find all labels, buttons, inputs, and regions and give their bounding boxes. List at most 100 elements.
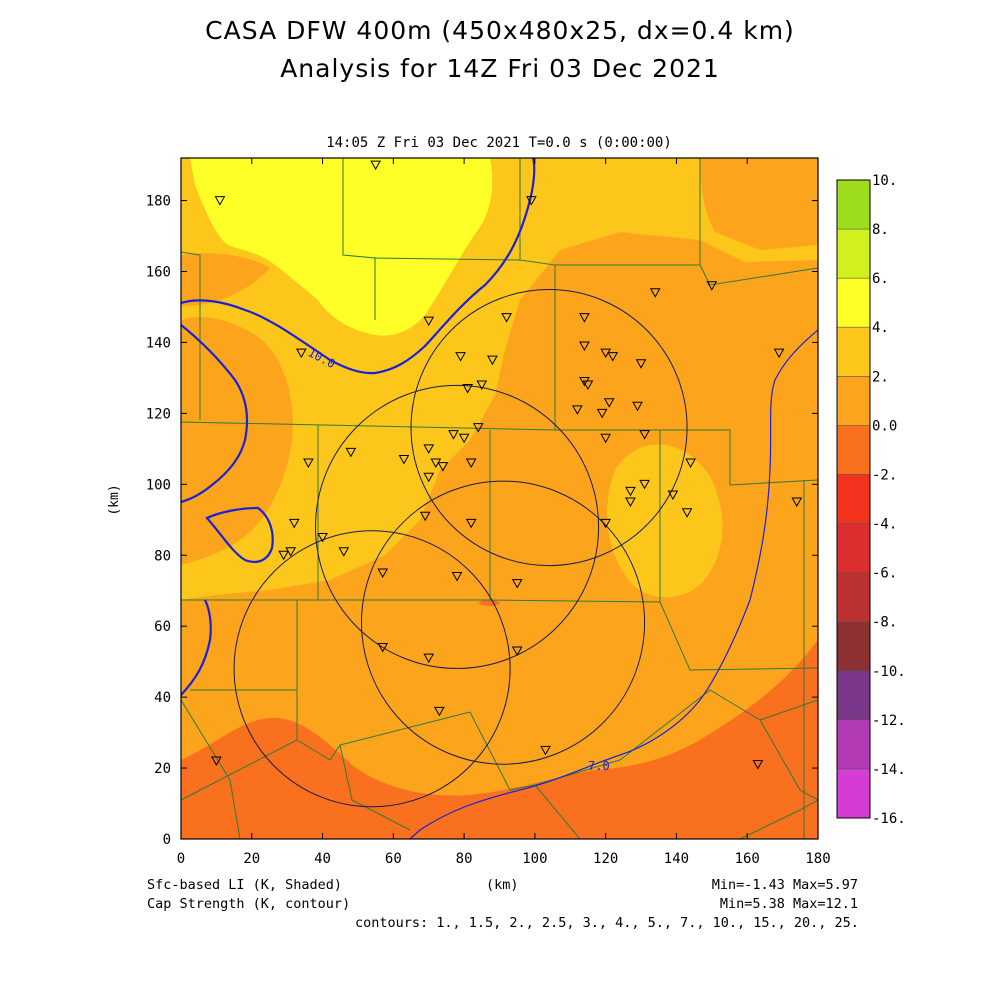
plot-axes: 0 20 40 60 80 100 120 140 160 180 0 20 40 60 80 100 120 1…: [107, 158, 831, 867]
county-boundaries: [181, 158, 818, 839]
station-marker: [285, 547, 297, 557]
radar-ring-2: [314, 384, 600, 669]
station-marker: [791, 497, 803, 508]
station-marker: [423, 444, 435, 454]
station-marker: [600, 518, 612, 529]
colorbar-segment: [837, 572, 870, 623]
contour-label-7: 7.0: [588, 759, 610, 773]
station-marker: [433, 706, 445, 717]
colorbar-label: 8.: [872, 222, 889, 238]
station-marker: [455, 352, 466, 362]
map-plot-area: 10.0 7.0: [181, 158, 818, 839]
colorbar-segment: [837, 719, 870, 770]
station-marker: [681, 508, 693, 518]
station-marker: [511, 646, 523, 657]
station-marker: [476, 380, 488, 391]
station-marker: [607, 352, 619, 362]
station-marker: [211, 756, 222, 766]
y-tick-label: 120: [146, 406, 171, 422]
station-marker: [458, 433, 470, 444]
station-marker: [706, 281, 718, 291]
radar-range-rings: [233, 289, 688, 808]
colorbar-segment: [837, 523, 870, 574]
x-axis-unit: (km): [486, 877, 519, 893]
contour-field-label: Cap Strength (K, contour): [147, 896, 351, 912]
colorbar-label: 2.: [872, 369, 889, 385]
x-tick-label: 20: [243, 851, 260, 867]
contour-levels: contours: 1., 1.5, 2., 2.5, 3., 4., 5., …: [355, 915, 859, 931]
station-marker: [582, 380, 594, 391]
station-marker: [625, 497, 636, 508]
li-shade-neg2-0: [181, 640, 818, 839]
station-marker: [685, 458, 696, 469]
station-marker: [625, 486, 636, 497]
station-marker: [419, 511, 431, 522]
colorbar-label: 0.0: [872, 418, 897, 434]
shaded-minmax: Min=-1.43 Max=5.97: [711, 877, 858, 893]
station-marker: [370, 160, 381, 171]
colorbar-label: -2.: [872, 467, 897, 483]
cap-strength-contours: [181, 158, 818, 839]
colorbar-segment: [837, 327, 870, 377]
colorbar-frame: [836, 179, 871, 819]
station-marker: [465, 518, 477, 529]
station-marker: [632, 401, 643, 412]
li-shade-4-6: [190, 158, 493, 336]
contour-10-west: [181, 324, 249, 504]
station-marker: [572, 405, 583, 415]
colorbar-label: -12.: [872, 713, 906, 729]
y-tick-label: 0: [163, 832, 171, 848]
y-tick-label: 180: [146, 194, 171, 210]
station-marker: [345, 447, 357, 458]
station-marker: [501, 313, 512, 323]
station-marker: [295, 348, 307, 359]
li-shade-0-2-north-patch: [181, 253, 270, 306]
plot-frame: [180, 157, 819, 840]
station-marker: [377, 642, 389, 653]
station-marker: [423, 653, 435, 664]
station-marker: [214, 196, 226, 206]
li-shade-2-4-east: [607, 444, 723, 598]
contour-10-south: [181, 599, 212, 696]
colorbar-segment: [837, 180, 870, 230]
colorbar-segment: [837, 425, 870, 475]
station-marker: [667, 490, 679, 500]
colorbar-segment: [837, 376, 870, 426]
station-marker: [451, 572, 463, 582]
station-marker: [303, 458, 314, 469]
x-tick-label: 160: [735, 851, 760, 867]
station-marker: [752, 760, 764, 770]
y-tick-label: 160: [146, 265, 171, 281]
x-tick-label: 80: [456, 851, 473, 867]
station-marker: [472, 423, 484, 433]
li-shade-0-2-west-patch: [181, 317, 293, 565]
colorbar-label: -8.: [872, 615, 897, 631]
station-marker: [437, 462, 449, 472]
station-marker: [288, 518, 300, 529]
station-marker: [525, 196, 537, 206]
colorbar-label: 6.: [872, 271, 889, 287]
x-tick-label: 180: [805, 851, 830, 867]
radar-ring-3: [360, 480, 646, 765]
station-marker: [338, 547, 350, 557]
station-marker: [377, 568, 389, 579]
station-marker: [600, 348, 612, 359]
station-marker: [487, 355, 498, 366]
y-tick-label: 140: [146, 335, 171, 351]
colorbar-segment: [837, 670, 870, 721]
li-shade-0-2-northeast-patch: [700, 158, 818, 250]
station-marker: [579, 313, 590, 323]
station-marker: [635, 359, 647, 369]
station-marker: [773, 348, 785, 359]
colorbar: 10. 8. 6. 4. 2. 0.0 -2. -4. -6. -8. -10. -12. -14. -1…: [836, 173, 906, 827]
colorbar-segment: [837, 278, 870, 328]
x-tick-label: 120: [593, 851, 618, 867]
station-marker: [398, 454, 410, 465]
station-marker: [462, 384, 474, 394]
station-marker: [465, 458, 477, 469]
station-marker: [423, 472, 435, 483]
y-tick-label: 40: [154, 690, 171, 706]
radar-ring-4: [233, 530, 511, 808]
station-marker: [317, 533, 328, 543]
